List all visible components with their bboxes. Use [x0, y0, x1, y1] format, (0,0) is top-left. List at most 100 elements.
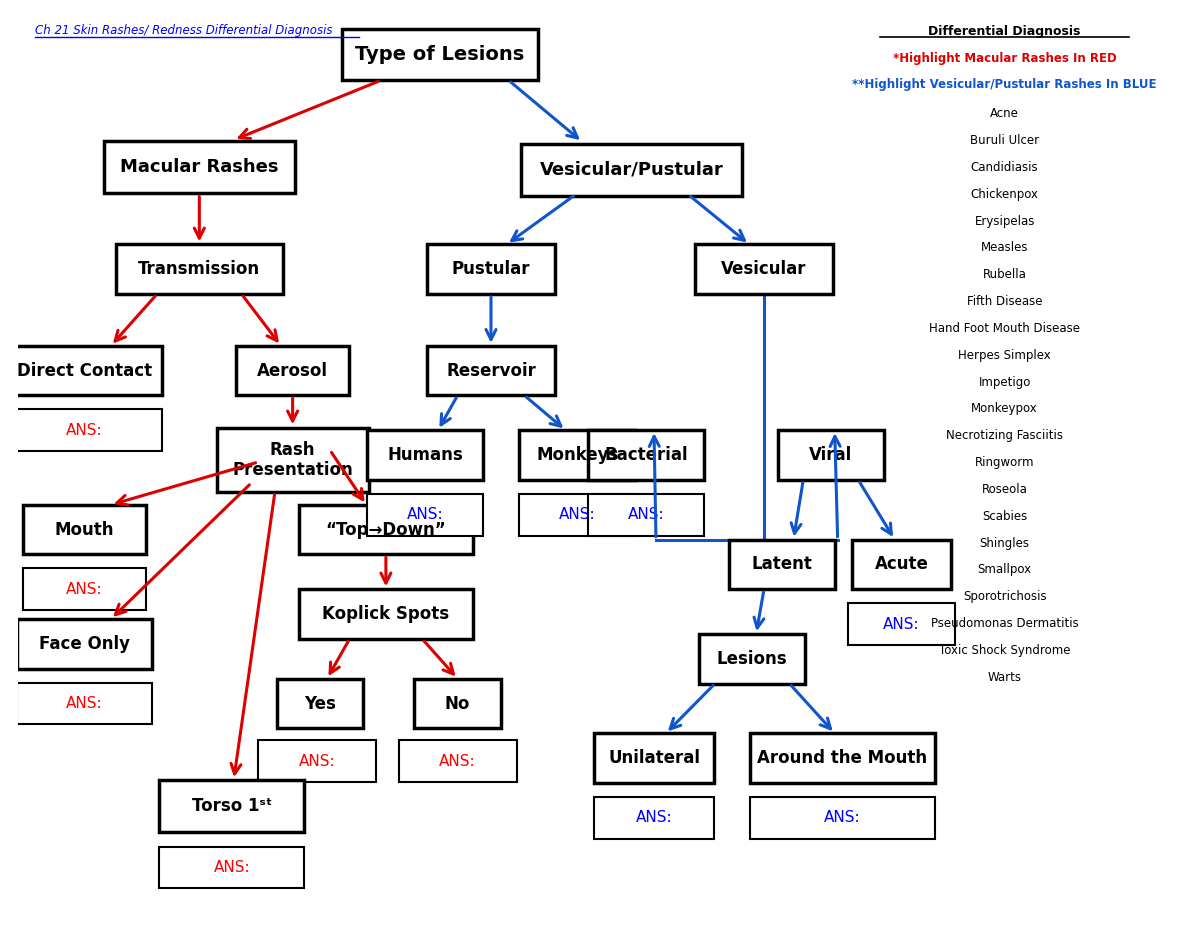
Text: ANS:: ANS: — [66, 582, 103, 597]
FancyBboxPatch shape — [342, 29, 538, 81]
Text: Scabies: Scabies — [982, 510, 1027, 523]
Text: Monkeys: Monkeys — [536, 446, 618, 464]
Text: Yes: Yes — [304, 694, 336, 713]
Text: ANS:: ANS: — [299, 754, 336, 768]
Text: Herpes Simplex: Herpes Simplex — [959, 349, 1051, 362]
FancyBboxPatch shape — [367, 430, 484, 480]
Text: Acne: Acne — [990, 108, 1019, 121]
Text: Candidiasis: Candidiasis — [971, 160, 1038, 174]
Text: Transmission: Transmission — [138, 260, 260, 278]
Text: Lesions: Lesions — [716, 650, 787, 667]
Text: ANS:: ANS: — [66, 423, 103, 438]
FancyBboxPatch shape — [367, 494, 484, 536]
FancyBboxPatch shape — [116, 245, 283, 294]
FancyBboxPatch shape — [594, 797, 714, 839]
Text: Ringworm: Ringworm — [974, 456, 1034, 469]
Text: Shingles: Shingles — [979, 537, 1030, 550]
Text: Differential Diagnosis: Differential Diagnosis — [929, 25, 1081, 38]
Text: Aerosol: Aerosol — [257, 362, 328, 379]
FancyBboxPatch shape — [520, 430, 635, 480]
Text: Ch 21 Skin Rashes/ Redness Differential Diagnosis: Ch 21 Skin Rashes/ Redness Differential … — [35, 24, 332, 37]
Text: Face Only: Face Only — [38, 635, 130, 653]
FancyBboxPatch shape — [17, 682, 152, 724]
Text: ANS:: ANS: — [66, 696, 103, 711]
FancyBboxPatch shape — [520, 494, 635, 536]
FancyBboxPatch shape — [160, 781, 305, 832]
FancyBboxPatch shape — [7, 346, 162, 396]
Text: Torso 1ˢᵗ: Torso 1ˢᵗ — [192, 797, 271, 815]
FancyBboxPatch shape — [728, 540, 835, 590]
FancyBboxPatch shape — [258, 741, 376, 782]
FancyBboxPatch shape — [594, 733, 714, 783]
Text: Pustular: Pustular — [451, 260, 530, 278]
Text: Direct Contact: Direct Contact — [17, 362, 152, 379]
Text: ANS:: ANS: — [636, 810, 672, 825]
FancyBboxPatch shape — [7, 410, 162, 451]
Text: Pseudomonas Dermatitis: Pseudomonas Dermatitis — [931, 617, 1079, 630]
Text: Latent: Latent — [751, 555, 812, 574]
Text: Rash
Presentation: Rash Presentation — [233, 440, 353, 479]
FancyBboxPatch shape — [695, 245, 833, 294]
Text: Viral: Viral — [809, 446, 852, 464]
Text: ANS:: ANS: — [824, 810, 860, 825]
Text: Humans: Humans — [388, 446, 463, 464]
Text: ANS:: ANS: — [214, 860, 250, 875]
FancyBboxPatch shape — [17, 619, 152, 668]
Text: Toxic Shock Syndrome: Toxic Shock Syndrome — [938, 644, 1070, 657]
Text: Impetigo: Impetigo — [978, 375, 1031, 388]
FancyBboxPatch shape — [588, 430, 704, 480]
Text: Vesicular: Vesicular — [721, 260, 806, 278]
Text: No: No — [445, 694, 470, 713]
Text: Hand Foot Mouth Disease: Hand Foot Mouth Disease — [929, 322, 1080, 335]
Text: Buruli Ulcer: Buruli Ulcer — [970, 134, 1039, 147]
FancyBboxPatch shape — [700, 634, 805, 684]
Text: Monkeypox: Monkeypox — [971, 402, 1038, 415]
Text: Vesicular/Pustular: Vesicular/Pustular — [540, 160, 724, 179]
FancyBboxPatch shape — [23, 504, 145, 554]
FancyBboxPatch shape — [216, 427, 368, 492]
FancyBboxPatch shape — [778, 430, 884, 480]
Text: “Top→Down”: “Top→Down” — [325, 521, 446, 539]
FancyBboxPatch shape — [299, 504, 473, 554]
FancyBboxPatch shape — [160, 846, 305, 888]
Text: *Highlight Macular Rashes In RED: *Highlight Macular Rashes In RED — [893, 53, 1116, 66]
FancyBboxPatch shape — [750, 733, 935, 783]
Text: Fifth Disease: Fifth Disease — [967, 295, 1043, 308]
FancyBboxPatch shape — [521, 144, 742, 196]
Text: Macular Rashes: Macular Rashes — [120, 158, 278, 176]
FancyBboxPatch shape — [277, 679, 364, 729]
FancyBboxPatch shape — [427, 245, 554, 294]
FancyBboxPatch shape — [848, 603, 954, 645]
Text: Koplick Spots: Koplick Spots — [323, 605, 450, 623]
Text: ANS:: ANS: — [407, 507, 444, 522]
FancyBboxPatch shape — [588, 494, 704, 536]
Text: Roseola: Roseola — [982, 483, 1027, 496]
Text: Smallpox: Smallpox — [978, 564, 1032, 577]
FancyBboxPatch shape — [103, 141, 295, 193]
Text: Rubella: Rubella — [983, 268, 1026, 281]
Text: Measles: Measles — [980, 241, 1028, 254]
Text: Type of Lesions: Type of Lesions — [355, 45, 524, 64]
Text: Bacterial: Bacterial — [605, 446, 688, 464]
FancyBboxPatch shape — [23, 568, 145, 610]
FancyBboxPatch shape — [852, 540, 950, 590]
Text: **Highlight Vesicular/Pustular Rashes In BLUE: **Highlight Vesicular/Pustular Rashes In… — [852, 78, 1157, 92]
Text: ANS:: ANS: — [628, 507, 665, 522]
Text: ANS:: ANS: — [439, 754, 476, 768]
Text: Erysipelas: Erysipelas — [974, 214, 1034, 227]
Text: Reservoir: Reservoir — [446, 362, 536, 379]
Text: Necrotizing Fasciitis: Necrotizing Fasciitis — [946, 429, 1063, 442]
FancyBboxPatch shape — [427, 346, 554, 396]
Text: ANS:: ANS: — [883, 616, 919, 631]
Text: Mouth: Mouth — [55, 521, 114, 539]
Text: Warts: Warts — [988, 671, 1021, 684]
FancyBboxPatch shape — [414, 679, 500, 729]
Text: Unilateral: Unilateral — [608, 749, 700, 768]
Text: Acute: Acute — [875, 555, 929, 574]
FancyBboxPatch shape — [299, 590, 473, 639]
FancyBboxPatch shape — [236, 346, 349, 396]
Text: Around the Mouth: Around the Mouth — [757, 749, 928, 768]
Text: Sporotrichosis: Sporotrichosis — [962, 590, 1046, 603]
FancyBboxPatch shape — [398, 741, 516, 782]
Text: Chickenpox: Chickenpox — [971, 187, 1038, 200]
